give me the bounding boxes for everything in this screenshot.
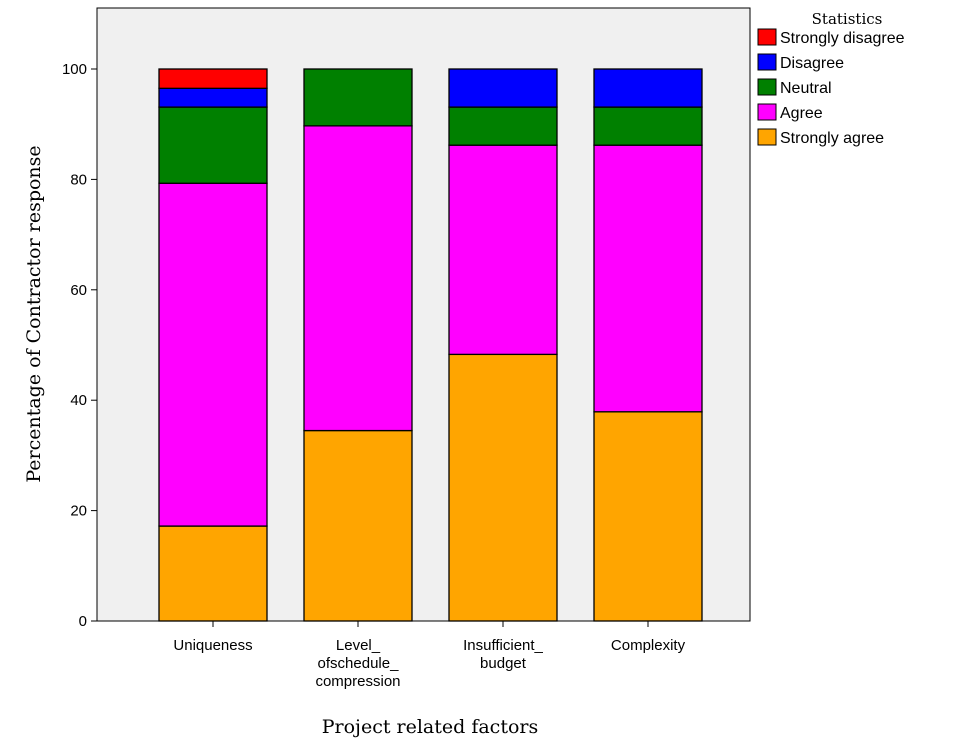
x-tick-label: ofschedule_	[318, 655, 400, 672]
bar-segment	[593, 106, 703, 146]
legend-swatch	[757, 78, 777, 96]
legend-label: Disagree	[780, 55, 844, 72]
x-axis: Uniqueness Level_ofschedule_compression In…	[173, 621, 686, 690]
bar-segment	[158, 182, 268, 527]
x-tick-label: Level_	[336, 637, 381, 654]
bars-group	[158, 68, 703, 622]
legend-swatch	[757, 28, 777, 46]
y-tick-label: 80	[70, 171, 87, 188]
x-tick-label: budget	[480, 655, 527, 672]
bar-segment	[303, 68, 413, 127]
y-tick-label: 60	[70, 282, 87, 299]
x-axis-title: Project related factors	[322, 716, 538, 738]
bar-segment	[593, 68, 703, 108]
y-tick-label: 40	[70, 392, 87, 409]
legend: Statistics Strongly disagree Disagree Neut…	[757, 10, 905, 147]
bar-segment	[158, 68, 268, 89]
x-tick-label: Complexity	[611, 637, 686, 654]
legend-swatch	[757, 103, 777, 121]
legend-swatch	[757, 53, 777, 71]
bar-segment	[158, 106, 268, 184]
bar-segment	[593, 144, 703, 413]
x-tick-label: compression	[315, 673, 400, 690]
y-tick-label: 20	[70, 503, 87, 520]
legend-label: Agree	[780, 105, 823, 122]
x-tick-label: Insufficient_	[463, 637, 543, 654]
legend-title: Statistics	[812, 10, 883, 28]
y-axis: 0 20 40 60 80 100	[62, 61, 97, 630]
legend-label: Strongly agree	[780, 130, 884, 147]
y-axis-title: Percentage of Contractor response	[23, 145, 45, 482]
legend-label: Strongly disagree	[780, 30, 905, 47]
bar-segment	[448, 144, 558, 356]
bar-segment	[158, 525, 268, 622]
x-tick-label: Uniqueness	[173, 637, 252, 654]
y-tick-label: 100	[62, 61, 87, 78]
bar-segment	[158, 87, 268, 108]
bar-segment	[593, 411, 703, 622]
bar-segment	[448, 106, 558, 146]
y-tick-label: 0	[79, 613, 87, 630]
legend-swatch	[757, 128, 777, 146]
legend-label: Neutral	[780, 80, 832, 97]
bar-segment	[303, 429, 413, 622]
bar-segment	[448, 353, 558, 622]
bar-segment	[303, 125, 413, 432]
bar-segment	[448, 68, 558, 108]
